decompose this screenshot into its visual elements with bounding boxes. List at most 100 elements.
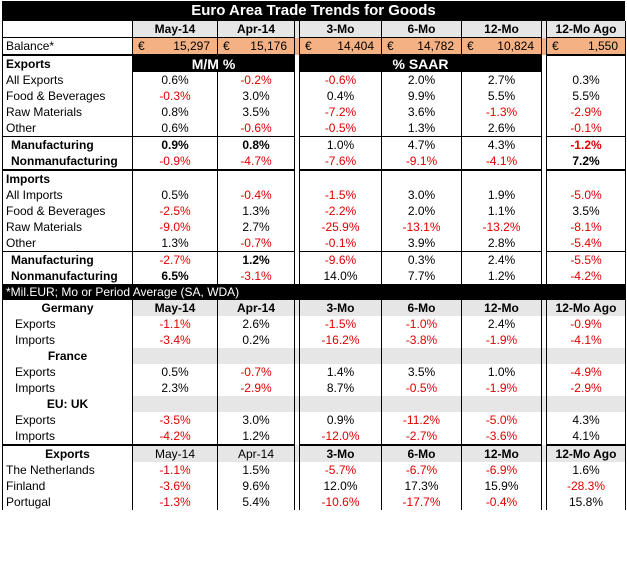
column-gap	[541, 235, 547, 252]
value-cell: -9.1%	[381, 153, 462, 171]
balance-value: €14,782	[381, 37, 462, 56]
value-cell: 9.6%	[217, 478, 295, 494]
value-cell: -2.7%	[381, 428, 462, 445]
row-label: All Imports	[2, 187, 133, 203]
value-cell: 0.3%	[546, 72, 626, 88]
column-gap	[541, 219, 547, 235]
row-label: Imports	[2, 428, 133, 445]
value-cell: -3.8%	[381, 332, 462, 348]
table-row: Exports 0.5% -0.7% 1.4% 3.5% 1.0% -4.9%	[2, 364, 626, 380]
value-cell: -5.0%	[461, 412, 542, 428]
value-cell: -3.4%	[132, 332, 218, 348]
value-cell: 1.2%	[217, 251, 295, 268]
column-gap	[294, 462, 300, 478]
column-header: 3-Mo	[299, 300, 382, 316]
column-gap	[541, 153, 547, 170]
row-label: Manufacturing	[2, 136, 133, 153]
blank-cell	[217, 348, 295, 364]
balance-label: Balance*	[2, 37, 133, 56]
value-cell: -16.2%	[299, 332, 382, 348]
column-gap	[294, 55, 300, 72]
column-gap	[294, 153, 300, 170]
balance-value: €1,550	[546, 37, 626, 56]
blank-cell	[546, 348, 626, 364]
balance-amount: 15,176	[250, 39, 287, 53]
table-row: Manufacturing 0.9% 0.8% 1.0% 4.7% 4.3% -1.2%	[2, 136, 626, 153]
value-cell: -9.0%	[132, 219, 218, 235]
table-row: EU: UK	[2, 396, 626, 412]
value-cell: -13.2%	[461, 219, 542, 235]
country-label: France	[2, 348, 133, 364]
value-cell: 4.1%	[546, 428, 626, 445]
column-header: 12-Mo Ago	[546, 21, 626, 38]
table-row: France	[2, 348, 626, 364]
trade-table-sheet: Euro Area Trade Trends for Goods May-14 A…	[2, 1, 626, 510]
value-cell: -3.6%	[132, 478, 218, 494]
value-cell: 9.9%	[381, 88, 462, 104]
row-label: Manufacturing	[2, 251, 133, 268]
value-cell: 4.3%	[546, 412, 626, 428]
value-cell: -1.2%	[546, 136, 626, 153]
value-cell: 3.0%	[217, 412, 295, 428]
value-cell: -10.6%	[299, 494, 382, 510]
value-cell: -0.6%	[217, 120, 295, 137]
row-label: Food & Beverages	[2, 203, 133, 219]
column-gap	[541, 88, 547, 104]
row-label: Exports	[2, 412, 133, 428]
column-header: 3-Mo	[299, 21, 382, 38]
value-cell: 3.9%	[381, 235, 462, 252]
column-header: 6-Mo	[381, 300, 462, 316]
value-cell: 0.5%	[132, 364, 218, 380]
value-cell: 4.7%	[381, 136, 462, 153]
value-cell: -1.0%	[381, 316, 462, 332]
blank-cell	[2, 21, 133, 38]
value-cell: 2.4%	[461, 316, 542, 332]
value-cell: 5.5%	[546, 88, 626, 104]
column-gap	[541, 300, 547, 316]
column-header: Apr-14	[217, 300, 295, 316]
column-gap	[294, 412, 300, 428]
value-cell: -13.1%	[381, 219, 462, 235]
blank-cell	[132, 348, 218, 364]
value-cell: -1.3%	[132, 494, 218, 510]
value-cell: 17.3%	[381, 478, 462, 494]
column-gap	[294, 251, 300, 268]
row-label: Other	[2, 235, 133, 252]
value-cell: 1.9%	[461, 187, 542, 203]
column-gap	[294, 203, 300, 219]
country-label: EU: UK	[2, 396, 133, 412]
blank-cell	[461, 348, 542, 364]
table-row: Raw Materials 0.8% 3.5% -7.2% 3.6% -1.3% -2.9%	[2, 104, 626, 120]
value-cell: -4.1%	[546, 332, 626, 348]
value-cell: -3.1%	[217, 268, 295, 284]
balance-value: €14,404	[299, 37, 382, 56]
column-gap	[294, 187, 300, 203]
column-gap	[294, 88, 300, 104]
column-header: 12-Mo Ago	[546, 444, 626, 462]
value-cell: 3.5%	[546, 203, 626, 219]
balance-amount: 15,297	[173, 39, 210, 53]
value-cell: -1.5%	[299, 187, 382, 203]
column-gap	[294, 316, 300, 332]
value-cell: -0.3%	[132, 88, 218, 104]
value-cell: 15.9%	[461, 478, 542, 494]
column-header: Apr-14	[217, 444, 295, 462]
column-gap	[541, 187, 547, 203]
value-cell: 14.0%	[299, 268, 382, 284]
value-cell: -12.0%	[299, 428, 382, 445]
column-header: May-14	[132, 21, 218, 38]
currency-symbol: €	[138, 39, 145, 53]
value-cell: -0.4%	[217, 187, 295, 203]
column-header: 6-Mo	[381, 21, 462, 38]
column-gap	[541, 203, 547, 219]
column-header-row: May-14 Apr-14 3-Mo 6-Mo 12-Mo 12-Mo Ago	[2, 21, 626, 38]
value-cell: -1.3%	[461, 104, 542, 120]
mm-header: M/M %	[132, 54, 295, 72]
column-header: 12-Mo	[461, 21, 542, 38]
value-cell: -0.5%	[381, 380, 462, 396]
value-cell: -2.9%	[217, 380, 295, 396]
currency-symbol: €	[467, 39, 474, 53]
value-cell: 0.8%	[217, 136, 295, 153]
column-gap	[294, 72, 300, 88]
column-gap	[294, 348, 300, 364]
